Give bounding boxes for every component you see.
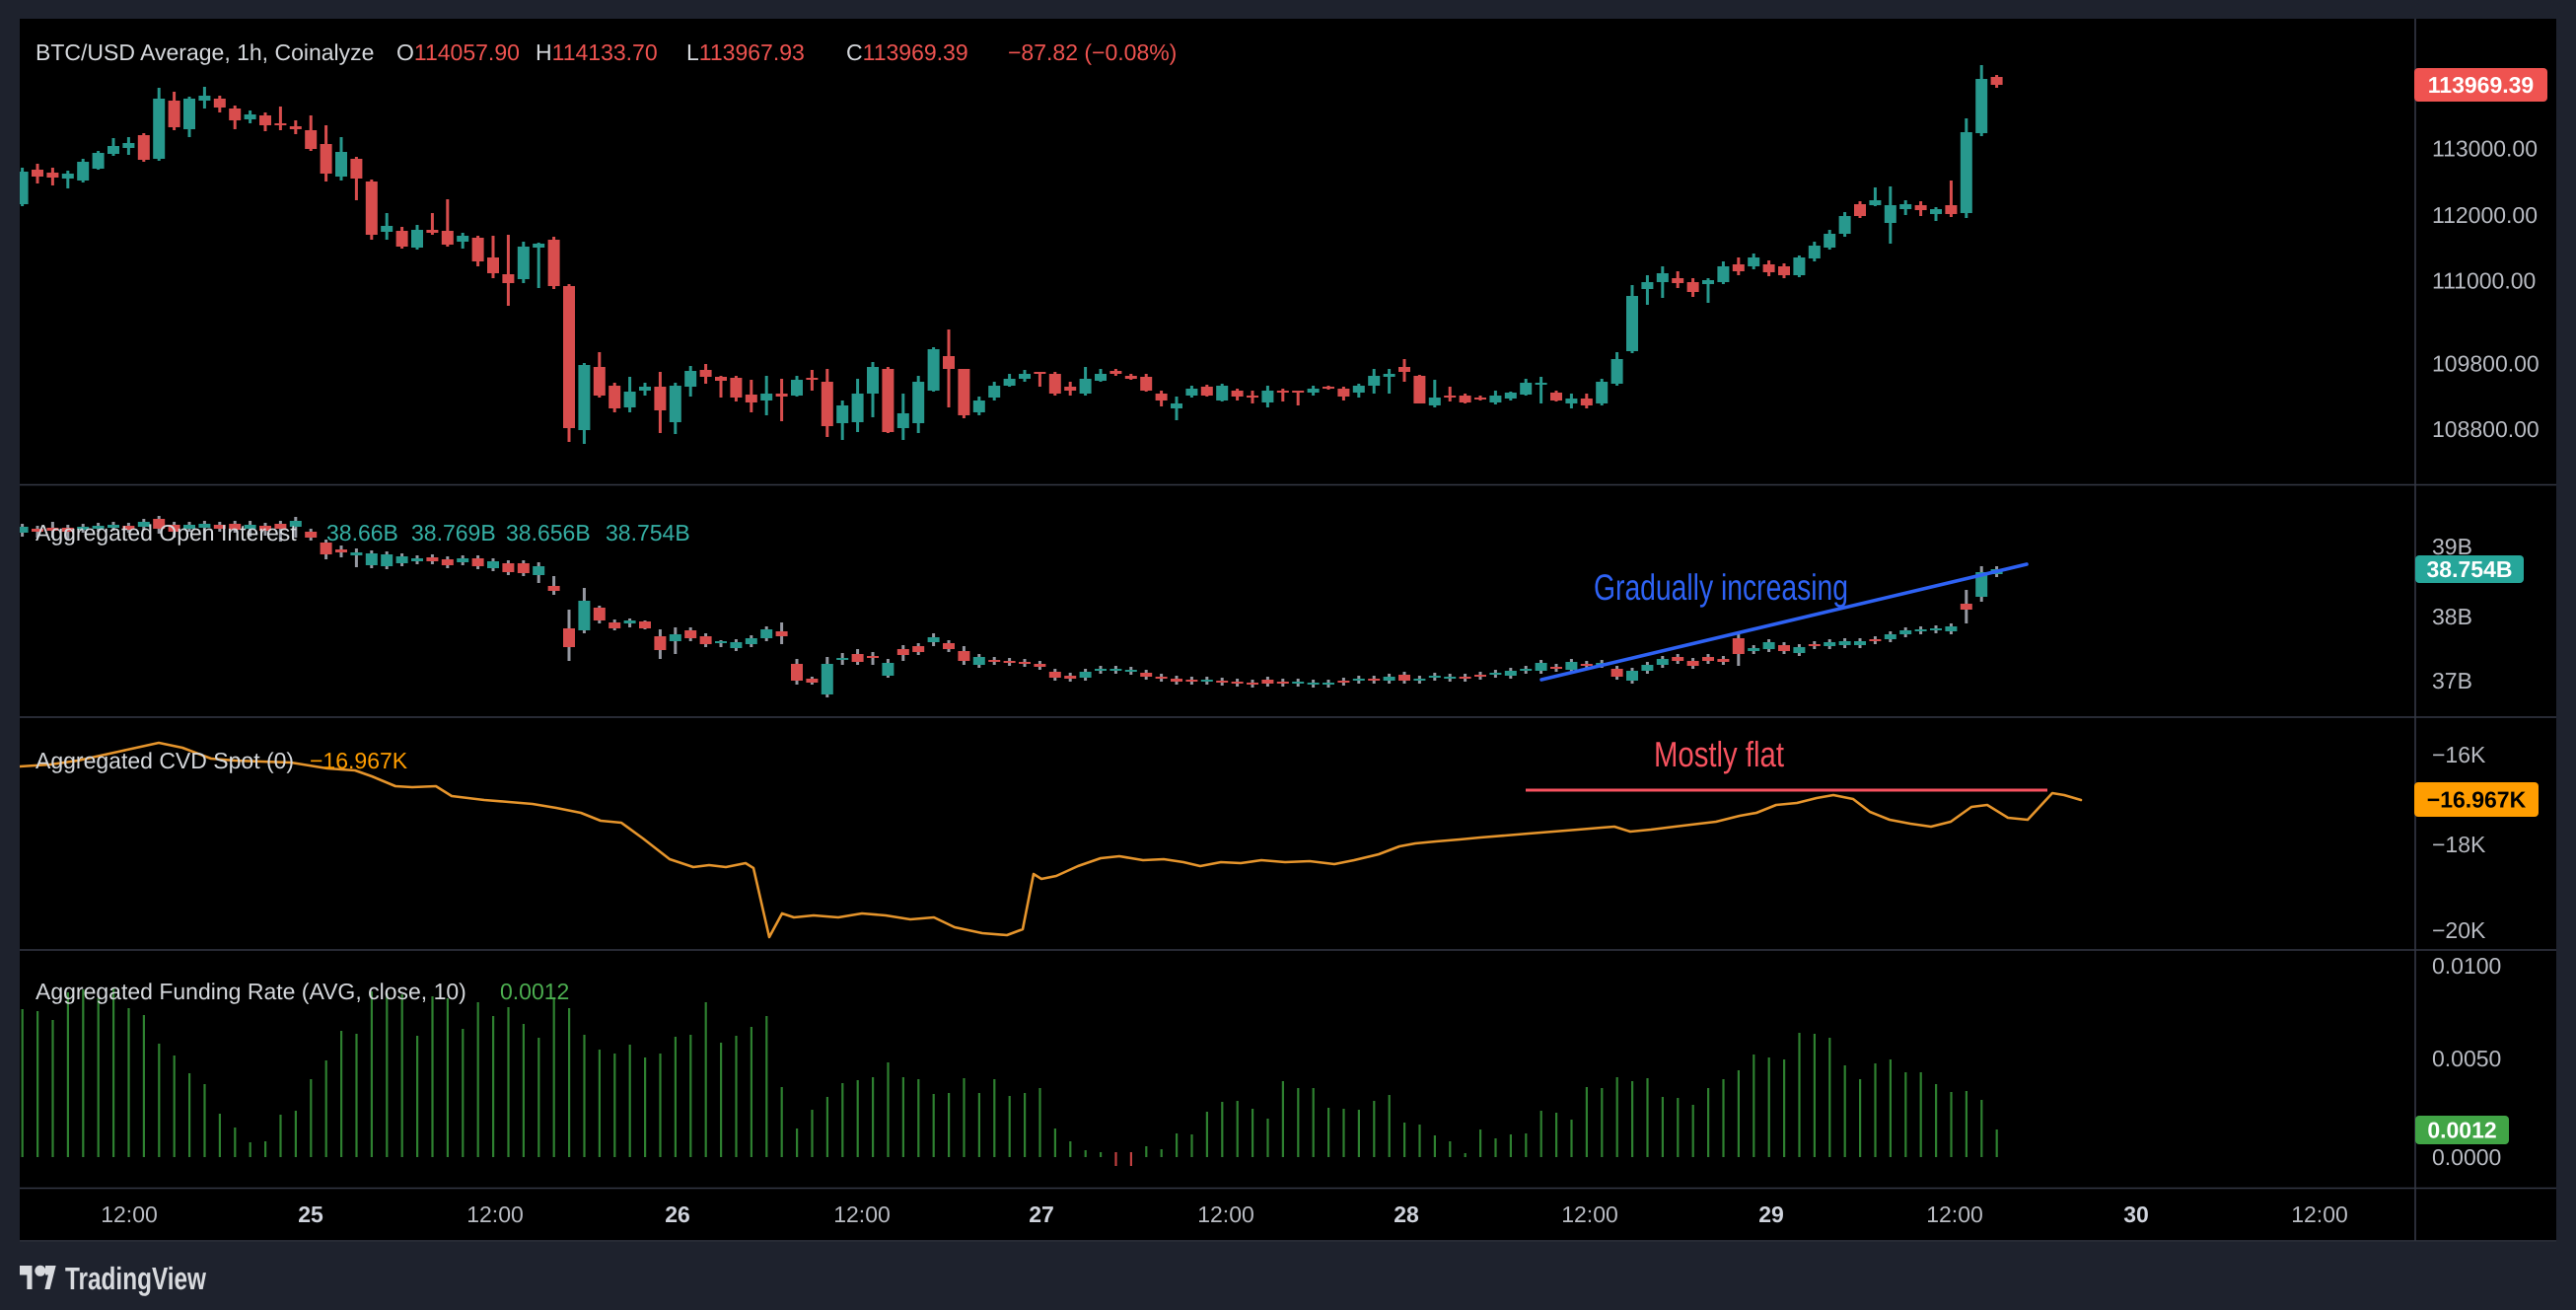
svg-text:−87.82 (−0.08%): −87.82 (−0.08%) <box>1008 39 1177 65</box>
svg-text:0.0000: 0.0000 <box>2432 1144 2501 1170</box>
svg-text:H114133.70: H114133.70 <box>536 39 658 65</box>
svg-text:Aggregated Open Interest: Aggregated Open Interest <box>36 520 297 546</box>
svg-text:−18K: −18K <box>2432 832 2486 857</box>
svg-text:0.0050: 0.0050 <box>2432 1046 2501 1071</box>
svg-text:−20K: −20K <box>2432 917 2486 943</box>
svg-text:38.754B: 38.754B <box>2427 556 2513 582</box>
svg-text:0.0012: 0.0012 <box>2427 1118 2496 1143</box>
svg-text:38.754B: 38.754B <box>606 520 690 546</box>
svg-text:−16.967K: −16.967K <box>2427 787 2527 813</box>
svg-text:0.0012: 0.0012 <box>500 979 569 1004</box>
svg-text:27: 27 <box>1029 1201 1054 1227</box>
svg-text:L113967.93: L113967.93 <box>686 39 805 65</box>
svg-text:109800.00: 109800.00 <box>2432 351 2540 377</box>
svg-text:113000.00: 113000.00 <box>2432 136 2538 162</box>
svg-text:C113969.39: C113969.39 <box>846 39 968 65</box>
svg-text:Aggregated Funding Rate (AVG,: Aggregated Funding Rate (AVG, close, 10) <box>36 979 466 1004</box>
svg-text:38B: 38B <box>2432 604 2472 629</box>
svg-text:39B: 39B <box>2432 534 2472 559</box>
svg-text:Gradually increasing: Gradually increasing <box>1594 567 1848 608</box>
svg-text:30: 30 <box>2123 1201 2149 1227</box>
svg-text:37B: 37B <box>2432 668 2472 693</box>
svg-text:TradingView: TradingView <box>65 1261 206 1296</box>
svg-text:Mostly flat: Mostly flat <box>1654 734 1784 774</box>
svg-text:12:00: 12:00 <box>1926 1201 1983 1227</box>
svg-text:12:00: 12:00 <box>1561 1201 1618 1227</box>
svg-text:0.0100: 0.0100 <box>2432 953 2501 979</box>
svg-text:108800.00: 108800.00 <box>2432 416 2540 442</box>
svg-text:38.66B: 38.66B <box>326 520 398 546</box>
svg-text:26: 26 <box>665 1201 690 1227</box>
svg-text:113969.39: 113969.39 <box>2428 72 2534 98</box>
svg-text:28: 28 <box>1394 1201 1419 1227</box>
svg-text:−16.967K: −16.967K <box>310 748 408 773</box>
svg-text:−16K: −16K <box>2432 742 2486 767</box>
svg-text:38.656B: 38.656B <box>506 520 591 546</box>
svg-text:38.769B: 38.769B <box>411 520 496 546</box>
svg-text:12:00: 12:00 <box>1197 1201 1254 1227</box>
svg-text:Aggregated CVD Spot (0): Aggregated CVD Spot (0) <box>36 748 294 773</box>
svg-text:29: 29 <box>1758 1201 1784 1227</box>
svg-text:112000.00: 112000.00 <box>2432 202 2538 228</box>
svg-text:12:00: 12:00 <box>101 1201 158 1227</box>
svg-text:12:00: 12:00 <box>833 1201 891 1227</box>
svg-text:12:00: 12:00 <box>466 1201 524 1227</box>
svg-text:12:00: 12:00 <box>2291 1201 2348 1227</box>
svg-text:111000.00: 111000.00 <box>2432 268 2536 294</box>
svg-text:O114057.90: O114057.90 <box>396 39 520 65</box>
svg-text:BTC/USD Average, 1h, Coinalyze: BTC/USD Average, 1h, Coinalyze <box>36 39 374 65</box>
svg-text:25: 25 <box>298 1201 323 1227</box>
